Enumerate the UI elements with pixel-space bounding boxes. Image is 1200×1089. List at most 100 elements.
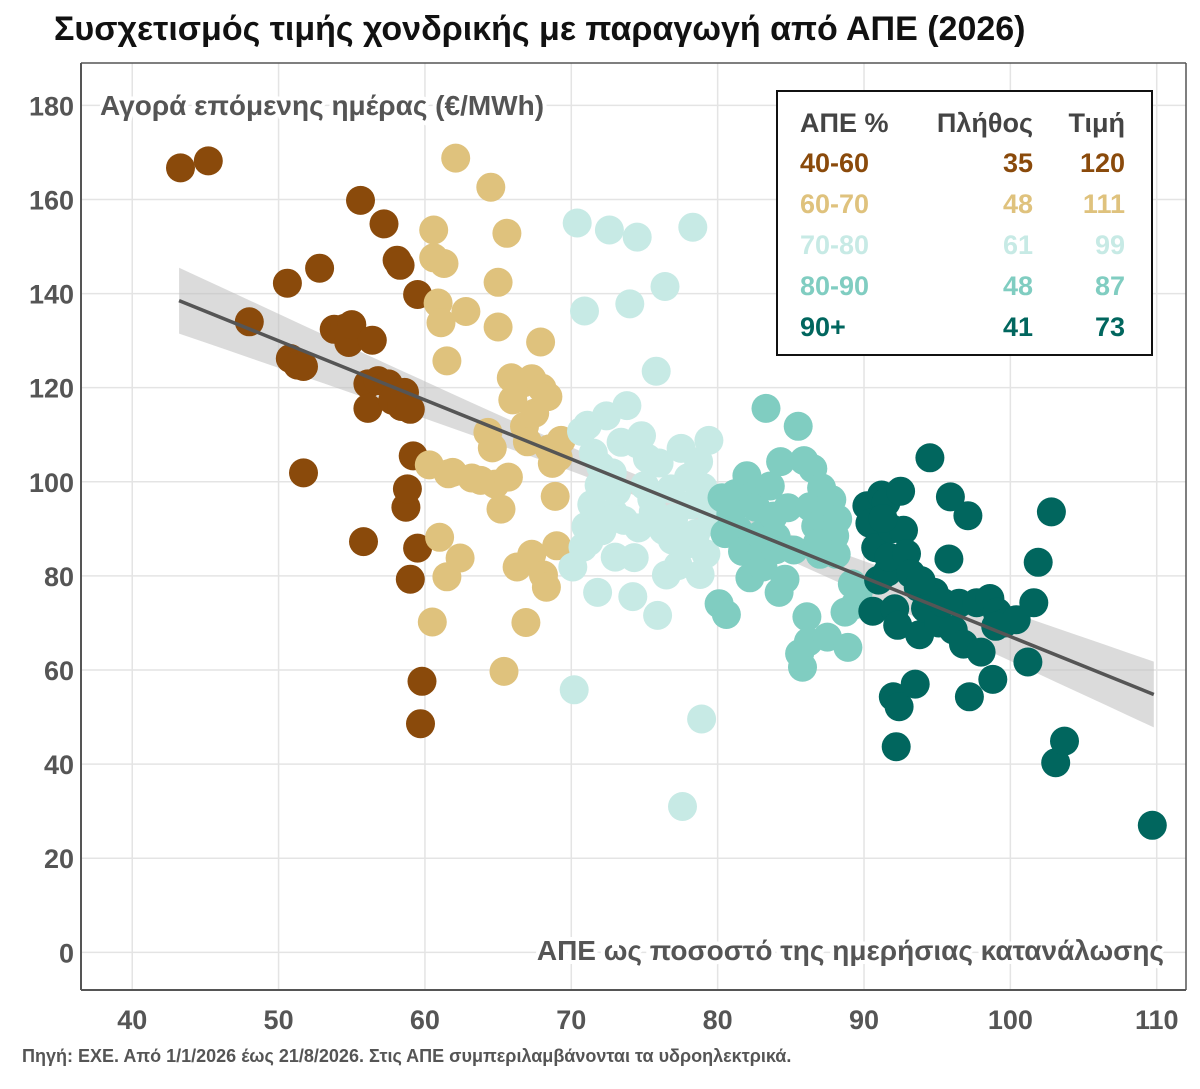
x-tick-label: 70 [556,1005,586,1035]
data-point [935,482,965,512]
data-point [883,610,913,640]
data-point [492,218,522,248]
legend-count: 35 [1002,148,1033,178]
data-point [751,393,781,423]
y-axis-label: Αγορά επόμενης ημέρας (€/MWh) [100,90,544,121]
data-point [542,531,572,561]
data-point [193,146,223,176]
data-point [594,215,624,245]
legend-price: 87 [1094,271,1125,301]
y-tick-label: 60 [44,656,74,686]
y-tick-label: 100 [29,468,74,498]
y-tick-label: 140 [29,280,74,310]
legend-header-group: ΑΠΕ % [800,108,889,138]
legend-group: 40-60 [800,148,870,178]
legend-group: 90+ [800,312,846,342]
chart-title: Συσχετισμός τιμής χονδρικής με παραγωγή … [54,10,1026,48]
data-point [429,249,459,278]
data-point [792,602,822,632]
data-point [884,692,914,722]
data-point [858,596,888,626]
data-point [823,504,853,534]
x-axis-label: ΑΠΕ ως ποσοστό της ημερήσιας κατανάλωσης [537,935,1164,966]
data-point [540,481,570,511]
y-tick-label: 40 [44,750,74,780]
legend-row-60-70: 60-70 48 111 [778,189,1151,225]
data-point [417,607,447,637]
data-point [234,307,264,337]
legend-row-40-60: 40-60 35 120 [778,148,1151,184]
data-point [596,504,626,534]
data-point [1050,726,1079,756]
data-point [337,310,367,340]
data-point [773,493,803,523]
data-point [868,504,898,533]
data-point [346,185,375,215]
data-point [583,577,613,607]
legend-row-90+: 90+ 41 73 [778,312,1151,348]
data-point [511,608,541,637]
y-tick-label: 120 [29,374,74,404]
data-point [426,308,456,338]
data-point [644,448,674,478]
data-point [602,476,632,506]
data-point [694,425,724,455]
legend-count: 41 [1002,312,1033,342]
data-point [533,382,563,412]
data-point [395,564,425,594]
series-40-60 [166,146,437,739]
data-point [766,447,796,477]
data-point [526,327,556,357]
series-90+ [852,443,1167,840]
data-point [622,429,652,459]
source-note: Πηγή: ΕΧΕ. Από 1/1/2026 έως 21/8/2026. Σ… [22,1046,792,1066]
data-point [900,669,930,699]
data-point [755,471,785,501]
y-tick-label: 20 [44,844,74,874]
y-tick-label: 80 [44,562,74,592]
data-point [568,532,598,562]
y-tick-label: 0 [59,938,74,968]
data-point [289,458,318,488]
data-point [432,346,462,376]
data-point [349,527,378,557]
data-point [1019,588,1049,618]
tick-labels: 40 50 60 70 80 90 100 110 0 20 40 60 80 100 120 140 160 1… [29,91,1179,1035]
axes [80,62,1187,991]
data-point [441,143,471,173]
x-tick-label: 50 [264,1005,294,1035]
data-point [445,543,475,573]
data-point [612,391,642,421]
legend-row-80-90: 80-90 48 87 [778,271,1151,307]
data-point [953,501,983,531]
data-point [622,222,652,252]
data-point [666,433,696,463]
data-point [486,494,516,524]
legend-header-row: ΑΠΕ % Πλήθος Τιμή [778,108,1151,144]
data-point [802,528,832,558]
legend-header-price: Τιμή [1068,108,1125,138]
data-point [687,704,717,734]
data-point [954,682,984,712]
data-point [570,296,599,326]
data-point [934,544,964,574]
data-point [476,172,506,202]
x-tick-label: 90 [849,1005,879,1035]
x-tick-label: 110 [1135,1005,1179,1035]
data-point [559,675,589,705]
data-point [289,352,318,381]
legend-price: 120 [1079,148,1125,178]
data-point [483,312,513,342]
data-point [678,212,708,242]
data-point [406,709,435,739]
data-point [657,525,687,555]
data-point [641,356,671,386]
data-point [419,215,449,245]
data-point [1137,810,1167,840]
data-point [881,732,911,762]
legend-price: 99 [1094,230,1125,260]
legend-price: 111 [1082,189,1125,219]
data-point [643,600,673,630]
data-point [385,250,415,280]
